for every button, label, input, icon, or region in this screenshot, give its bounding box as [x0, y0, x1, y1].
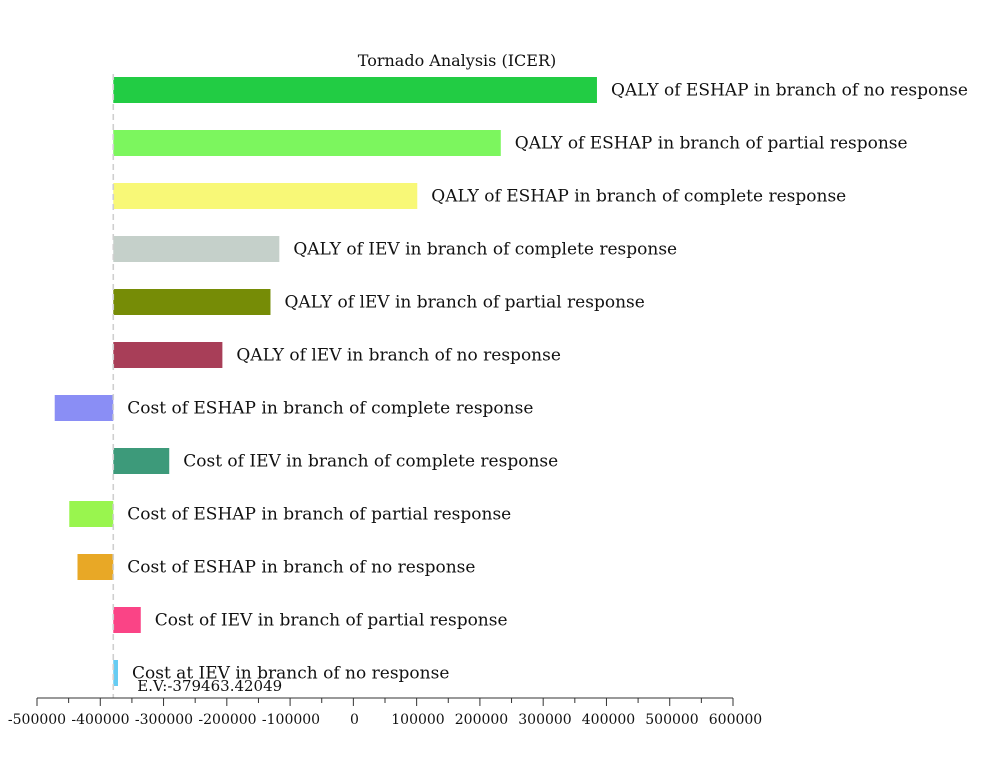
bar-label: QALY of lEV in branch of partial respons… [284, 293, 644, 313]
x-axis: -500000 -400000 -300000 -200000 -100000 0 1000… [8, 697, 762, 728]
bar-label: Cost of IEV in branch of complete respon… [183, 452, 558, 472]
bar-label: Cost of ESHAP in branch of no response [127, 558, 475, 578]
x-tick-label: 300000 [518, 712, 571, 728]
bar-label: QALY of IEV in branch of complete respon… [293, 240, 677, 260]
tornado-bar [113, 342, 223, 368]
tornado-bar [113, 660, 118, 686]
bar-label: Cost of ESHAP in branch of complete resp… [127, 399, 533, 419]
chart-title: Tornado Analysis (ICER) [358, 51, 556, 70]
bars-layer: QALY of ESHAP in branch of no response QA… [54, 77, 968, 686]
tornado-bar [113, 77, 597, 103]
bar-label: Cost of ESHAP in branch of partial respo… [127, 505, 511, 525]
tornado-bar [54, 395, 114, 421]
expected-value-label: E.V:-379463.42049 [137, 677, 282, 695]
tornado-bar [113, 183, 418, 209]
bar-label: Cost of IEV in branch of partial respons… [155, 611, 508, 631]
tornado-bar [113, 236, 280, 262]
x-tick-label: -300000 [135, 712, 193, 728]
bar-label: QALY of lEV in branch of no response [236, 346, 561, 366]
bar-label: QALY of ESHAP in branch of partial respo… [515, 134, 908, 154]
tornado-bar [113, 448, 170, 474]
tornado-bar [113, 289, 271, 315]
tornado-bar [77, 554, 114, 580]
x-tick-label: -400000 [71, 712, 129, 728]
x-tick-label: -200000 [198, 712, 256, 728]
bar-label: QALY of ESHAP in branch of complete resp… [431, 187, 846, 207]
x-tick-label: 100000 [391, 712, 444, 728]
tornado-bar [69, 501, 114, 527]
x-tick-label: 200000 [455, 712, 508, 728]
x-tick-label: 600000 [709, 712, 762, 728]
bar-label: QALY of ESHAP in branch of no response [611, 81, 968, 101]
x-tick-label: 500000 [645, 712, 698, 728]
x-tick-label: -500000 [8, 712, 66, 728]
tornado-bar [113, 607, 141, 633]
x-tick-label: 0 [350, 712, 359, 728]
tornado-bar [113, 130, 501, 156]
bar-label: Cost at IEV in branch of no response [132, 664, 449, 684]
x-tick-label: 400000 [582, 712, 635, 728]
x-tick-label: -100000 [262, 712, 320, 728]
